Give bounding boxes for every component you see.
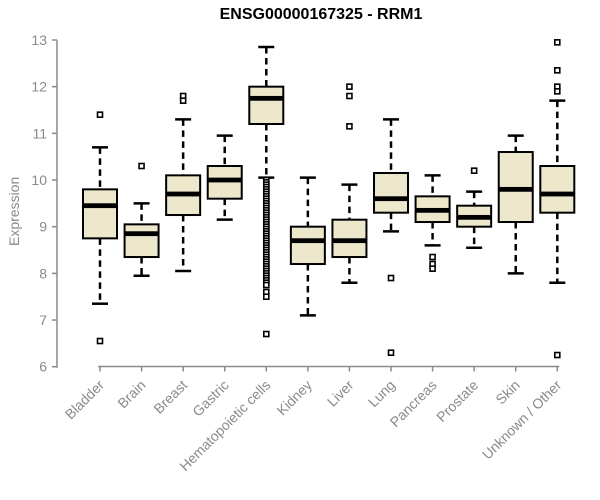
- box-brain: [123, 223, 160, 259]
- chart-title: ENSG00000167325 - RRM1: [219, 6, 423, 23]
- category-label-liver: Liver: [324, 377, 357, 410]
- median-breast: [166, 191, 201, 197]
- outlier-point-bladder: [96, 337, 104, 345]
- category-label-prostate: Prostate: [433, 377, 481, 425]
- outlier-point-brain: [138, 162, 145, 170]
- outlier-point-pancreas: [429, 265, 436, 272]
- median-kidney: [290, 238, 325, 244]
- category-label-lung: Lung: [365, 377, 398, 410]
- y-tick-label: 11: [32, 125, 47, 141]
- y-tick-label: 10: [31, 172, 47, 188]
- outlier-point-liver: [346, 123, 353, 130]
- outlier-point-pancreas: [429, 253, 436, 261]
- y-tick-label: 13: [31, 32, 47, 48]
- outlier-point-liver: [346, 92, 353, 100]
- box-hematopoietic-cells: [248, 85, 285, 126]
- outlier-point-liver: [346, 83, 353, 90]
- outlier-point-unknown-other: [554, 351, 561, 359]
- median-hematopoietic-cells: [249, 95, 284, 101]
- category-label-kidney: Kidney: [273, 377, 315, 419]
- outlier-point-lung: [387, 274, 395, 282]
- outlier-point-bladder: [96, 111, 104, 118]
- y-tick-label: 6: [39, 359, 47, 375]
- y-tick-label: 8: [39, 265, 47, 281]
- outlier-point-hematopoietic-cells: [262, 293, 270, 300]
- category-label-breast: Breast: [150, 377, 190, 417]
- outlier-point-unknown-other: [554, 67, 561, 74]
- median-prostate: [457, 214, 492, 220]
- outlier-point-unknown-other: [554, 39, 561, 46]
- median-brain: [124, 231, 159, 237]
- median-liver: [332, 238, 367, 244]
- outlier-point-unknown-other: [554, 88, 561, 95]
- median-bladder: [83, 203, 117, 209]
- median-gastric: [207, 177, 242, 183]
- box-kidney: [289, 225, 326, 266]
- category-label-bladder: Bladder: [62, 377, 108, 423]
- y-tick-label: 7: [39, 312, 47, 328]
- box-lung: [373, 172, 410, 214]
- y-tick-label: 9: [39, 219, 47, 235]
- outlier-point-prostate: [470, 167, 478, 174]
- outlier-point-hematopoietic-cells: [262, 330, 270, 338]
- category-label-unknown-other: Unknown / Other: [479, 377, 565, 463]
- outlier-point-lung: [387, 349, 395, 356]
- box-unknown-other: [539, 165, 576, 214]
- median-skin: [498, 186, 533, 192]
- median-unknown-other: [540, 191, 575, 197]
- median-pancreas: [415, 207, 450, 213]
- category-label-skin: Skin: [492, 377, 523, 408]
- box-bladder: [82, 188, 118, 240]
- outlier-point-hematopoietic-cells: [262, 281, 270, 289]
- outlier-point-breast: [179, 97, 187, 104]
- y-tick-label: 12: [31, 79, 47, 95]
- median-lung: [374, 196, 409, 202]
- category-label-brain: Brain: [114, 377, 148, 411]
